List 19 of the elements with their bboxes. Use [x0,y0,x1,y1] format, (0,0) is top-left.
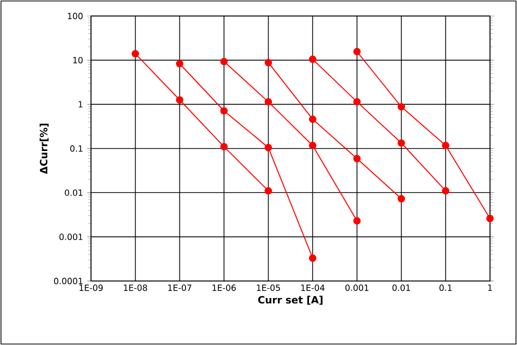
y-tick-label: 0.001 [59,234,82,240]
x-axis-title: Curr set [A] [258,296,322,305]
y-tick-label: 0.0001 [54,278,82,284]
x-tick-label: 1E-08 [124,284,148,291]
x-tick-label: 1E-06 [212,284,236,291]
x-tick-label: 1E-04 [301,284,325,291]
x-tick-label: 1 [488,284,492,291]
y-tick-label: 0.1 [70,145,82,152]
x-tick-label: 0.01 [392,284,410,291]
x-tick-label: 1E-05 [256,284,280,291]
y-tick-label: 0.01 [64,189,82,196]
y-tick-label: 100 [68,12,83,20]
y-tick-label: 10 [73,56,83,64]
x-tick-label: 1E-09 [80,284,103,291]
x-tick-label: 1E-07 [168,284,192,291]
y-axis-title: ΔCurr[%] [40,124,49,174]
x-tick-label: 0.001 [345,284,368,291]
x-tick-label: 0.1 [439,284,452,291]
y-tick-label: 1 [78,101,82,108]
